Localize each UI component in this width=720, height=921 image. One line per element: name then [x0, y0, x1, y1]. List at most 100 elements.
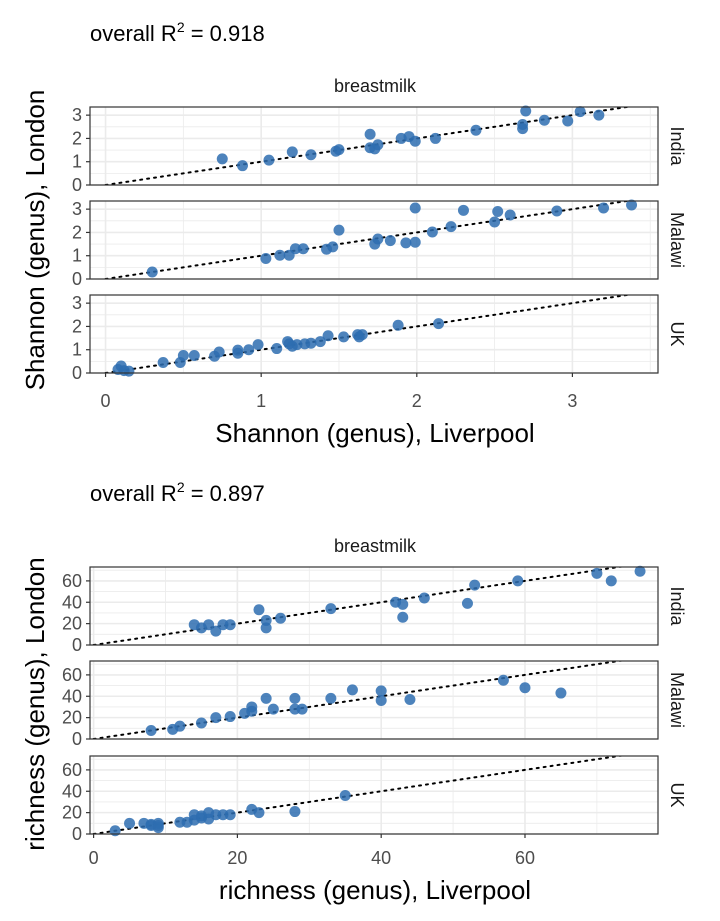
data-point [123, 365, 135, 377]
data-point [253, 807, 265, 819]
data-point [384, 235, 396, 247]
data-point [237, 160, 249, 172]
data-point [314, 336, 326, 348]
data-point [492, 205, 504, 217]
panel-border [89, 294, 659, 374]
data-point [252, 339, 264, 351]
data-point [232, 347, 244, 359]
data-point [469, 579, 481, 591]
data-point [253, 604, 265, 616]
data-point [457, 204, 469, 216]
x-axis-label: Shannon (genus), Liverpool [215, 418, 534, 448]
data-point [375, 695, 387, 707]
shannon-chart: overall R2 = 0.918 breastmilk Shannon (g… [20, 19, 687, 448]
y-tick-label: 0 [72, 269, 82, 289]
data-point [263, 154, 275, 166]
x-tick-label: 3 [567, 391, 577, 411]
data-point [409, 202, 421, 214]
y-tick-label: 60 [62, 665, 82, 685]
data-point [210, 712, 222, 724]
data-point [470, 124, 482, 136]
richness-chart: overall R2 = 0.897 breastmilk richness (… [20, 479, 687, 905]
data-point [275, 612, 287, 624]
data-point [339, 790, 351, 802]
y-tick-label: 2 [72, 222, 82, 242]
data-point [260, 253, 272, 265]
data-point [512, 575, 524, 587]
data-point [145, 724, 157, 736]
data-point [224, 711, 236, 723]
data-point [409, 135, 421, 147]
data-point [397, 598, 409, 610]
data-point [224, 809, 236, 821]
data-point [289, 243, 301, 255]
data-point [372, 139, 384, 151]
y-tick-label: 2 [72, 316, 82, 336]
y-tick-label: 1 [72, 340, 82, 360]
facet-panel-india: 0 1 2 3 India [72, 105, 687, 195]
y-axis-label: richness (genus), London [20, 557, 50, 850]
data-point [433, 318, 445, 330]
facet-panel-uk: 0 1 2 3 UK 0 1 2 3 [72, 293, 687, 411]
data-point [497, 674, 509, 686]
panel-border [89, 566, 659, 646]
data-point [517, 123, 529, 135]
data-point [325, 603, 337, 615]
data-point [325, 692, 337, 704]
y-tick-label: 1 [72, 152, 82, 172]
data-point [574, 106, 586, 118]
data-point [124, 817, 136, 829]
data-point [562, 115, 574, 127]
data-point [246, 705, 258, 717]
facet-strip-label: Malawi [667, 212, 687, 268]
y-tick-label: 0 [72, 363, 82, 383]
data-point [338, 331, 350, 343]
data-point [397, 611, 409, 623]
facet-panel-malawi: 0 1 2 3 Malawi [72, 199, 687, 289]
reference-line [92, 756, 626, 834]
facet-title: breastmilk [334, 536, 417, 556]
data-point [157, 357, 169, 369]
x-tick-label: 0 [89, 848, 99, 868]
data-point [289, 806, 301, 818]
y-tick-label: 60 [62, 760, 82, 780]
y-tick-label: 20 [62, 803, 82, 823]
data-point [322, 330, 334, 342]
x-tick-label: 2 [412, 391, 422, 411]
y-tick-label: 20 [62, 614, 82, 634]
data-point [146, 266, 158, 278]
data-point [109, 825, 121, 837]
x-tick-label: 60 [515, 848, 535, 868]
y-tick-label: 40 [62, 686, 82, 706]
data-point [174, 720, 186, 732]
y-tick-label: 1 [72, 246, 82, 266]
data-point [296, 703, 308, 715]
data-point [213, 346, 225, 358]
x-tick-label: 1 [256, 391, 266, 411]
data-point [538, 114, 550, 126]
data-point [626, 199, 638, 211]
data-point [271, 343, 283, 355]
data-point [426, 226, 438, 238]
data-point [305, 149, 317, 161]
y-tick-label: 2 [72, 128, 82, 148]
data-point [216, 153, 228, 165]
data-point [333, 224, 345, 236]
reference-line [92, 661, 626, 739]
data-point [400, 237, 412, 249]
data-point [429, 132, 441, 144]
data-point [267, 703, 279, 715]
y-tick-label: 60 [62, 571, 82, 591]
data-point [461, 597, 473, 609]
y-tick-label: 0 [72, 635, 82, 655]
y-tick-label: 0 [72, 175, 82, 195]
facet-strip-label: India [667, 126, 687, 166]
data-point [520, 105, 532, 117]
data-point [177, 350, 189, 362]
data-point [152, 822, 164, 834]
data-point [364, 128, 376, 140]
data-point [634, 565, 646, 577]
y-tick-label: 3 [72, 199, 82, 219]
